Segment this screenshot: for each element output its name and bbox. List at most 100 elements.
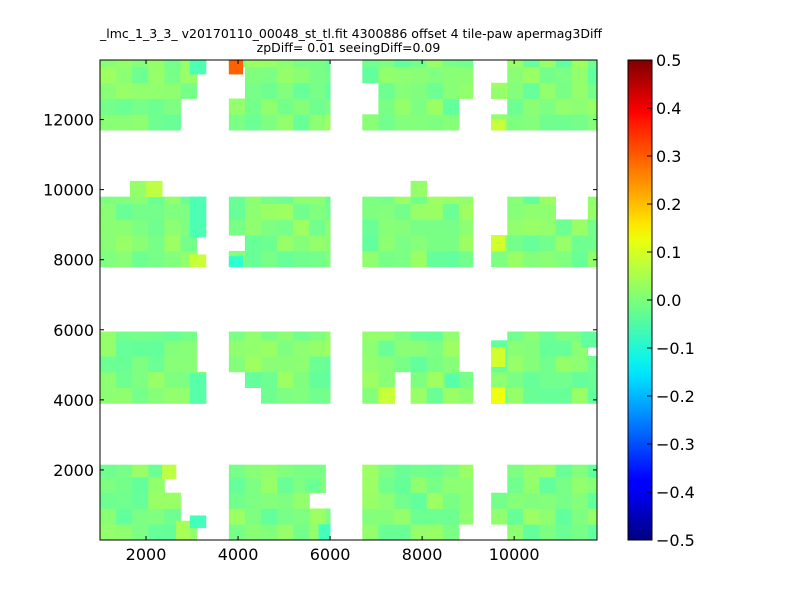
heatmap-cell [426, 114, 444, 131]
heatmap-cell [442, 235, 460, 252]
heatmap-cell [100, 114, 117, 131]
chart-subtitle: zpDiff= 0.01 seeingDiff=0.09 [256, 40, 441, 55]
heatmap-cell [555, 492, 573, 509]
heatmap-cell [458, 235, 474, 252]
heatmap-cell [277, 98, 294, 115]
heatmap-cell [571, 82, 589, 99]
heatmap-cell [362, 524, 379, 540]
heatmap-cell [244, 203, 262, 220]
heatmap-cell [394, 464, 412, 478]
heatmap-cell [244, 196, 262, 205]
heatmap-cell [523, 476, 540, 494]
y-tick-label: 8000 [53, 251, 94, 270]
heatmap-cell [539, 250, 556, 268]
heatmap-cell [555, 524, 573, 540]
heatmap-cell [442, 492, 460, 509]
heatmap-cell [587, 464, 597, 478]
heatmap-cell [539, 219, 556, 236]
heatmap-cell [571, 371, 589, 388]
heatmap-cell [442, 340, 460, 357]
heatmap-cell [394, 82, 412, 99]
heatmap-cell [277, 196, 294, 205]
heatmap-cell [587, 387, 597, 404]
heatmap-cell [132, 331, 149, 341]
heatmap-cell [228, 340, 246, 357]
heatmap-cell [244, 524, 262, 540]
heatmap-cell [164, 371, 181, 388]
heatmap-cell [293, 196, 310, 205]
heatmap-cell [571, 60, 589, 68]
heatmap-cell [132, 250, 149, 268]
heatmap-cell [100, 371, 117, 388]
heatmap-cell [244, 331, 262, 341]
heatmap-cell [277, 67, 294, 84]
colorbar-tick-label: 0.5 [656, 51, 681, 70]
heatmap-cell [132, 356, 149, 373]
heatmap-cell [394, 60, 412, 68]
heatmap-cell [180, 356, 198, 373]
heatmap-cell [148, 492, 165, 509]
heatmap-cell [539, 524, 556, 540]
heatmap-cell [426, 235, 444, 252]
heatmap-cell [587, 98, 597, 115]
heatmap-cell [458, 67, 474, 84]
heatmap-cell [100, 331, 117, 341]
heatmap-cell [325, 196, 331, 205]
heatmap-cell [100, 235, 117, 252]
heatmap-cell [148, 356, 165, 373]
colorbar-tick-label: −0.5 [656, 531, 695, 550]
heatmap-cell [164, 340, 181, 357]
heatmap-cell [555, 67, 573, 84]
heatmap-cell [507, 203, 524, 220]
heatmap-cell [132, 387, 149, 404]
heatmap-cell [426, 60, 444, 68]
heatmap-cell [277, 235, 294, 252]
heatmap-cell [555, 82, 573, 99]
heatmap-cell [228, 524, 246, 540]
heatmap-cell [394, 98, 412, 115]
heatmap-cell [180, 331, 198, 341]
heatmap-cell [539, 60, 556, 68]
heatmap-cell [261, 235, 278, 252]
heatmap-cell [325, 387, 331, 404]
heatmap-cell [293, 464, 310, 478]
heatmap-cell [261, 98, 278, 115]
heatmap-cell [325, 508, 331, 525]
heatmap-cell [426, 356, 444, 373]
heatmap-cell [442, 250, 460, 268]
heatmap-cell [394, 203, 412, 220]
heatmap-cell [362, 340, 379, 357]
heatmap-cell [325, 203, 331, 220]
heatmap-cell [244, 82, 262, 99]
heatmap-cell [587, 250, 597, 268]
heatmap-cell [189, 373, 207, 404]
heatmap-cell [442, 67, 460, 84]
heatmap-cell [555, 235, 573, 252]
heatmap-cell [362, 464, 379, 478]
x-tick-label: 2000 [126, 545, 167, 564]
heatmap-cell [309, 60, 326, 68]
heatmap-cell [491, 347, 506, 367]
plot-frame [99, 59, 598, 541]
heatmap-cell [309, 67, 326, 84]
heatmap-cell [410, 219, 428, 236]
heatmap-cell [309, 371, 326, 388]
heatmap-cell [426, 371, 444, 388]
heatmap-cell [458, 60, 474, 68]
heatmap-cell [426, 464, 444, 478]
heatmap-cell [571, 476, 589, 494]
y-tick-label: 4000 [53, 391, 94, 410]
heatmap-cell [362, 196, 379, 205]
heatmap-cell [426, 524, 444, 540]
heatmap-cell [410, 524, 428, 540]
axes: 2000 4000 6000 8000 10000 2000 4000 6000 8000 100… [43, 60, 597, 564]
heatmap-cell [378, 356, 395, 373]
heatmap-cell [587, 235, 597, 252]
heatmap-cell [293, 60, 310, 68]
heatmap-cell [410, 250, 428, 268]
heatmap-cell [571, 356, 589, 373]
heatmap-cell [116, 340, 133, 357]
heatmap-cell [491, 119, 506, 131]
heatmap-cell [309, 250, 326, 268]
heatmap-cell [442, 219, 460, 236]
